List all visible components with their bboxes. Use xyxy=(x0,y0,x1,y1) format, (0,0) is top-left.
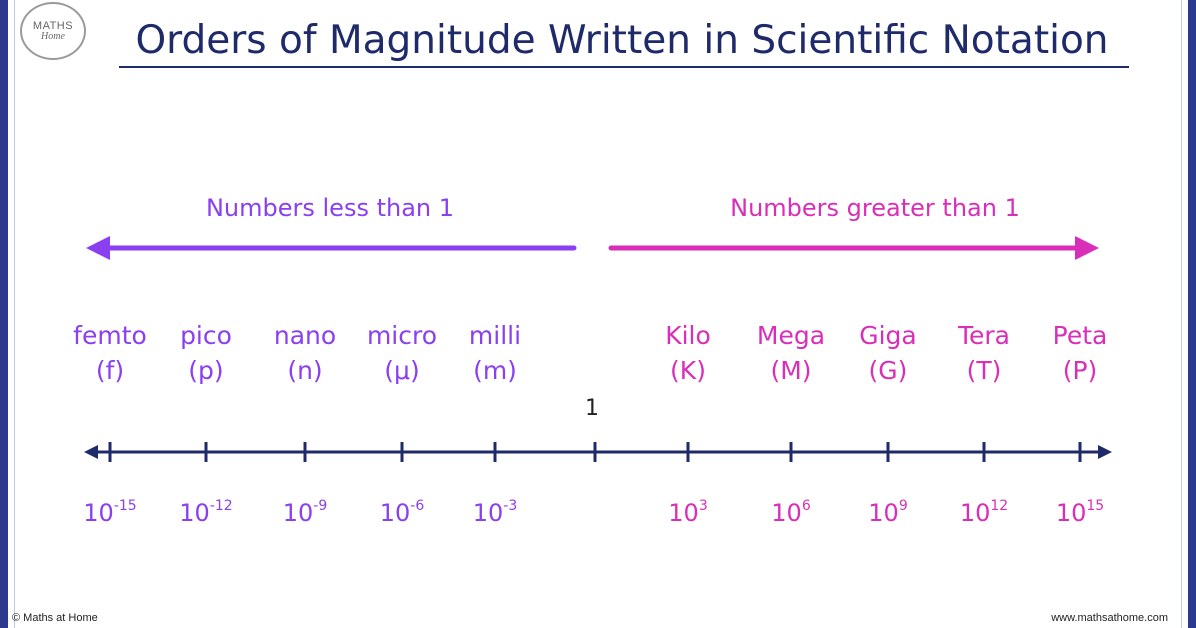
power-of-ten: 109 xyxy=(833,498,943,527)
prefix-symbol: (M) xyxy=(770,356,812,385)
title-underline xyxy=(119,66,1129,68)
prefix-symbol: (μ) xyxy=(384,356,420,385)
power-base: 10 xyxy=(179,499,210,527)
prefix-symbol: (n) xyxy=(287,356,323,385)
footer-copyright: © Maths at Home xyxy=(12,612,98,624)
power-base: 10 xyxy=(379,499,411,527)
power-base: 10 xyxy=(282,499,314,527)
prefix-name: pico xyxy=(180,321,232,350)
page-title: Orders of Magnitude Written in Scientifi… xyxy=(135,18,1109,63)
power-of-ten: 10-15 xyxy=(55,498,165,527)
prefix-name: Mega xyxy=(756,321,826,350)
power-exponent: -6 xyxy=(410,498,425,514)
prefix-name: Peta xyxy=(1052,321,1108,350)
power-exponent: -9 xyxy=(313,498,328,514)
prefix-name: Giga xyxy=(859,321,917,350)
power-exponent: 3 xyxy=(698,498,708,514)
logo: MATHS Home xyxy=(20,2,86,60)
border-frame-inner xyxy=(14,0,1182,628)
prefix-nano: nano (n) xyxy=(250,318,360,388)
power-exponent: 15 xyxy=(1086,498,1105,514)
number-line-left-arrowhead xyxy=(84,445,98,459)
label-greater-than-one: Numbers greater than 1 xyxy=(730,194,1020,222)
prefix-symbol: (P) xyxy=(1062,356,1098,385)
power-of-ten: 103 xyxy=(633,498,743,527)
power-of-ten: 106 xyxy=(736,498,846,527)
prefix-femto: femto (f) xyxy=(55,318,165,388)
power-of-ten: 1012 xyxy=(929,498,1039,527)
prefix-symbol: (m) xyxy=(473,356,517,385)
prefix-symbol: (T) xyxy=(966,356,1002,385)
prefix-name: micro xyxy=(366,321,438,350)
prefix-peta: Peta (P) xyxy=(1025,318,1135,388)
prefix-tera: Tera (T) xyxy=(929,318,1039,388)
prefix-giga: Giga (G) xyxy=(833,318,943,388)
prefix-milli: milli (m) xyxy=(440,318,550,388)
power-base: 10 xyxy=(868,499,899,527)
power-of-ten: 10-9 xyxy=(250,498,360,527)
power-exponent: -3 xyxy=(503,498,518,514)
power-base: 10 xyxy=(472,499,504,527)
arrow-less-head xyxy=(86,236,110,260)
power-exponent: 6 xyxy=(801,498,811,514)
prefix-micro: micro (μ) xyxy=(347,318,457,388)
arrow-greater-head xyxy=(1075,236,1099,260)
power-exponent: -12 xyxy=(209,498,233,514)
logo-line1: MATHS xyxy=(32,20,74,32)
power-of-ten: 10-3 xyxy=(440,498,550,527)
logo-line2: Home xyxy=(41,31,65,42)
prefix-symbol: (G) xyxy=(868,356,908,385)
power-base: 10 xyxy=(959,499,991,527)
power-base: 10 xyxy=(1055,499,1087,527)
prefix-symbol: (f) xyxy=(95,356,125,385)
power-exponent: -15 xyxy=(113,498,137,514)
number-line xyxy=(84,442,1112,462)
power-of-ten: 10-6 xyxy=(347,498,457,527)
prefix-name: milli xyxy=(468,321,522,350)
power-exponent: 12 xyxy=(990,498,1009,514)
prefix-symbol: (K) xyxy=(670,356,706,385)
power-of-ten: 1015 xyxy=(1025,498,1135,527)
prefix-kilo: Kilo (K) xyxy=(633,318,743,388)
power-of-ten: 10-12 xyxy=(151,498,261,527)
prefix-symbol: (p) xyxy=(188,356,224,385)
number-line-right-arrowhead xyxy=(1098,445,1112,459)
prefix-pico: pico (p) xyxy=(151,318,261,388)
power-exponent: 9 xyxy=(898,498,908,514)
prefix-name: nano xyxy=(273,321,337,350)
power-base: 10 xyxy=(668,499,699,527)
prefix-name: Kilo xyxy=(665,321,711,350)
power-base: 10 xyxy=(771,499,802,527)
footer-url: www.mathsathome.com xyxy=(1051,612,1168,624)
power-base: 10 xyxy=(83,499,114,527)
prefix-name: Tera xyxy=(957,321,1010,350)
label-less-than-one: Numbers less than 1 xyxy=(205,194,455,222)
center-label-one: 1 xyxy=(585,396,599,421)
prefix-name: femto xyxy=(73,321,147,350)
prefix-mega: Mega (M) xyxy=(736,318,846,388)
